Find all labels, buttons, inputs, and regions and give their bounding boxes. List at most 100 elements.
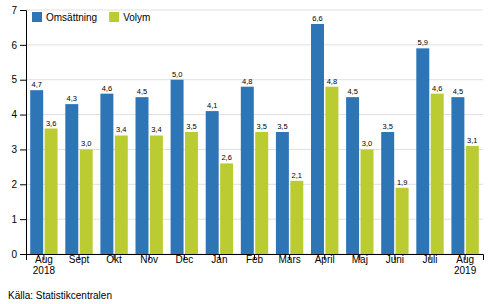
y-tick-mark xyxy=(20,115,26,116)
data-label: 3,6 xyxy=(46,119,56,128)
x-tick: Dec xyxy=(175,254,193,265)
bar xyxy=(311,24,324,254)
bar xyxy=(416,48,429,254)
data-label: 4,8 xyxy=(327,77,337,86)
data-label: 5,0 xyxy=(172,70,182,79)
x-axis: Aug2018SeptOktNovDecJanFebMarsAprilMajJu… xyxy=(27,254,484,276)
x-tick: Mars xyxy=(278,254,300,265)
bar xyxy=(431,94,444,254)
data-label: 4,1 xyxy=(207,101,217,110)
x-tick: Feb xyxy=(246,254,264,265)
y-tick-mark xyxy=(20,80,26,81)
x-tick: Aug2019 xyxy=(454,254,477,276)
legend: Omsättning Volym xyxy=(32,12,150,23)
data-label: 3,4 xyxy=(116,125,126,134)
y-tick: 6 xyxy=(11,40,26,51)
bar xyxy=(466,146,479,254)
legend-item: Volym xyxy=(109,12,150,23)
x-tick-label: Dec xyxy=(175,254,193,265)
x-tick-label-line: 2018 xyxy=(33,265,56,276)
bar xyxy=(255,132,268,254)
bar xyxy=(100,94,113,254)
y-tick-label: 3 xyxy=(11,144,17,155)
chart: 01234567Aug2018SeptOktNovDecJanFebMarsAp… xyxy=(0,0,493,304)
x-tick: Maj xyxy=(352,254,368,265)
y-tick-label: 0 xyxy=(11,249,17,260)
data-label: 1,9 xyxy=(397,178,407,187)
data-label: 4,7 xyxy=(31,80,41,89)
y-tick: 1 xyxy=(11,214,26,225)
bar xyxy=(220,163,233,254)
grid xyxy=(26,10,483,254)
x-tick-label-line: Okt xyxy=(106,254,122,265)
y-tick-label: 2 xyxy=(11,179,17,190)
x-tick-label: Juni xyxy=(386,254,404,265)
x-tick-label-line: Aug xyxy=(35,254,53,265)
data-label: 6,6 xyxy=(312,14,322,23)
grid-line xyxy=(26,149,483,150)
bar xyxy=(150,135,163,254)
y-tick: 3 xyxy=(11,144,26,155)
data-label: 4,5 xyxy=(347,87,357,96)
data-label: 3,5 xyxy=(382,122,392,131)
legend-swatch xyxy=(32,12,42,22)
y-tick: 0 xyxy=(11,249,26,260)
bar xyxy=(346,97,359,254)
bars xyxy=(30,24,479,254)
x-tick-label: Okt xyxy=(106,254,122,265)
data-label: 4,6 xyxy=(432,84,442,93)
bar xyxy=(115,135,128,254)
bar xyxy=(325,87,338,254)
y-tick-label: 6 xyxy=(11,40,17,51)
data-label: 2,1 xyxy=(292,171,302,180)
bar xyxy=(451,97,464,254)
x-tick-label-line: Dec xyxy=(175,254,193,265)
bar xyxy=(185,132,198,254)
data-label: 4,3 xyxy=(67,94,77,103)
x-tick-label-line: Maj xyxy=(352,254,368,265)
x-tick-label: Feb xyxy=(246,254,264,265)
y-tick-mark xyxy=(20,10,26,11)
bar xyxy=(45,129,58,254)
x-tick-label-line: Aug xyxy=(456,254,474,265)
data-label: 4,5 xyxy=(137,87,147,96)
x-tick-label: Jan xyxy=(211,254,227,265)
bar xyxy=(381,132,394,254)
bar xyxy=(30,90,43,254)
x-tick-label: Aug2019 xyxy=(454,254,477,276)
x-tick: Jan xyxy=(211,254,227,265)
grid-line xyxy=(26,10,483,11)
y-tick-label: 7 xyxy=(11,5,17,16)
x-tick: Okt xyxy=(106,254,122,265)
x-tick-label: Maj xyxy=(352,254,368,265)
data-label: 3,1 xyxy=(467,136,477,145)
y-tick: 5 xyxy=(11,74,26,85)
x-tick-label: Aug2018 xyxy=(33,254,56,276)
legend-swatch xyxy=(109,12,119,22)
bar xyxy=(206,111,219,254)
legend-item: Omsättning xyxy=(32,12,97,23)
y-tick: 2 xyxy=(11,179,26,190)
x-tick-label-line: Sept xyxy=(69,254,90,265)
x-tick-label: April xyxy=(315,254,335,265)
y-tick-mark xyxy=(20,219,26,220)
grid-line xyxy=(26,114,483,115)
y-tick-mark xyxy=(20,184,26,185)
x-tick-label: Sept xyxy=(69,254,90,265)
y-axis-line xyxy=(20,11,27,255)
legend-label: Omsättning xyxy=(46,12,97,23)
x-tick-label-line: Jan xyxy=(211,254,227,265)
x-tick-label-line: April xyxy=(315,254,335,265)
legend-label: Volym xyxy=(123,12,150,23)
data-label: 4,8 xyxy=(242,77,252,86)
bar xyxy=(136,97,149,254)
bar xyxy=(241,87,254,254)
bar xyxy=(290,181,303,254)
y-axis: 0 1 2 3 4 5 6 7 xyxy=(11,5,26,260)
bar-series xyxy=(45,87,479,254)
data-label: 3,4 xyxy=(151,125,161,134)
y-tick-label: 4 xyxy=(11,109,17,120)
data-label: 3,0 xyxy=(81,139,91,148)
x-tick-label: Mars xyxy=(278,254,300,265)
y-tick-mark xyxy=(20,254,26,255)
